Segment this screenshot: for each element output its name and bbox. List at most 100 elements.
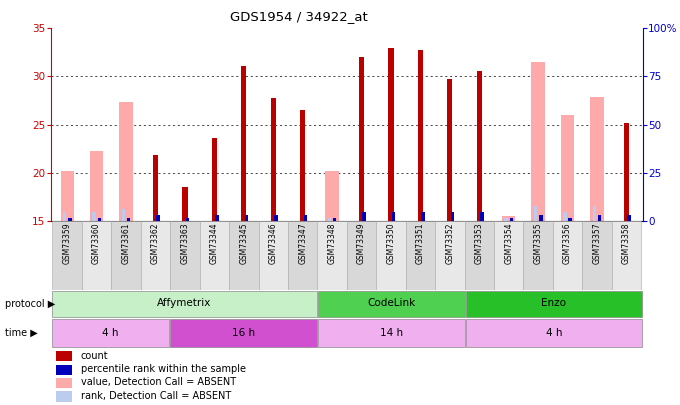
Bar — [271, 98, 276, 221]
Text: GSM73360: GSM73360 — [92, 223, 101, 264]
Bar — [524, 221, 553, 290]
Text: GSM73353: GSM73353 — [475, 223, 483, 264]
Text: GSM73355: GSM73355 — [534, 223, 543, 264]
Bar — [333, 218, 337, 221]
Bar — [406, 221, 435, 290]
Bar — [532, 62, 545, 221]
Bar — [112, 221, 141, 290]
Bar — [63, 212, 67, 221]
Bar — [303, 215, 307, 221]
Bar — [362, 212, 366, 221]
Bar — [61, 171, 74, 221]
Bar — [388, 47, 394, 221]
Bar — [592, 206, 596, 221]
Text: GSM73349: GSM73349 — [357, 223, 366, 264]
Text: 16 h: 16 h — [232, 328, 255, 337]
Text: GSM73344: GSM73344 — [210, 223, 219, 264]
Bar — [274, 215, 277, 221]
Text: value, Detection Call = ABSENT: value, Detection Call = ABSENT — [80, 377, 236, 387]
Text: GDS1954 / 34922_at: GDS1954 / 34922_at — [231, 10, 368, 23]
Text: GSM73362: GSM73362 — [151, 223, 160, 264]
Bar — [435, 221, 464, 290]
Bar — [122, 209, 125, 221]
Bar — [624, 123, 629, 221]
Text: GSM73351: GSM73351 — [416, 223, 425, 264]
Bar — [347, 221, 376, 290]
Bar — [120, 102, 133, 221]
Bar — [326, 171, 339, 221]
Bar — [466, 291, 642, 317]
Bar — [553, 221, 582, 290]
Bar — [582, 221, 612, 290]
Text: GSM73350: GSM73350 — [386, 223, 396, 264]
Text: GSM73358: GSM73358 — [622, 223, 631, 264]
Text: GSM73363: GSM73363 — [180, 223, 190, 264]
Text: 4 h: 4 h — [545, 328, 562, 337]
Text: GSM73352: GSM73352 — [445, 223, 454, 264]
Bar — [216, 215, 219, 221]
Bar — [300, 110, 305, 221]
Bar — [90, 151, 103, 221]
Bar — [612, 221, 641, 290]
Bar — [52, 221, 82, 290]
Bar — [182, 187, 188, 221]
Text: percentile rank within the sample: percentile rank within the sample — [80, 364, 245, 374]
Bar — [464, 221, 494, 290]
Text: Affymetrix: Affymetrix — [157, 298, 211, 308]
Bar — [598, 215, 601, 221]
Bar — [82, 221, 112, 290]
Bar — [153, 155, 158, 221]
Bar — [211, 138, 217, 221]
Bar — [418, 49, 423, 221]
Text: GSM73356: GSM73356 — [563, 223, 572, 264]
Bar — [568, 218, 572, 221]
Text: GSM73359: GSM73359 — [63, 223, 71, 264]
Bar — [52, 291, 317, 317]
Text: protocol ▶: protocol ▶ — [5, 299, 56, 309]
Bar — [590, 97, 604, 221]
Text: GSM73348: GSM73348 — [328, 223, 337, 264]
Bar — [56, 351, 72, 361]
Bar — [97, 218, 101, 221]
Bar — [534, 206, 537, 221]
Text: 14 h: 14 h — [379, 328, 403, 337]
Bar — [170, 320, 317, 347]
Bar — [258, 221, 288, 290]
Text: count: count — [80, 350, 108, 360]
Text: 4 h: 4 h — [102, 328, 118, 337]
Bar — [318, 320, 464, 347]
Bar — [92, 212, 96, 221]
Text: GSM73345: GSM73345 — [239, 223, 248, 264]
Bar — [509, 218, 513, 221]
Text: Enzo: Enzo — [541, 298, 566, 308]
Text: GSM73357: GSM73357 — [592, 223, 602, 264]
Text: GSM73361: GSM73361 — [122, 223, 131, 264]
Bar — [56, 377, 72, 388]
Bar — [466, 320, 642, 347]
Bar — [359, 57, 364, 221]
Bar — [502, 216, 515, 221]
Bar — [200, 221, 229, 290]
Bar — [52, 320, 169, 347]
Text: GSM73354: GSM73354 — [504, 223, 513, 264]
Bar — [229, 221, 258, 290]
Bar — [241, 66, 246, 221]
Bar — [422, 212, 425, 221]
Bar — [563, 212, 566, 221]
Bar — [392, 212, 395, 221]
Bar — [68, 218, 71, 221]
Bar — [186, 218, 189, 221]
Text: time ▶: time ▶ — [5, 328, 38, 338]
Text: rank, Detection Call = ABSENT: rank, Detection Call = ABSENT — [80, 391, 231, 401]
Bar — [561, 115, 574, 221]
Bar — [447, 79, 452, 221]
Bar — [141, 221, 170, 290]
Bar — [245, 215, 248, 221]
Bar — [56, 364, 72, 375]
Bar — [288, 221, 318, 290]
Bar — [127, 218, 131, 221]
Bar — [477, 70, 482, 221]
Bar — [170, 221, 200, 290]
Bar — [451, 212, 454, 221]
Bar — [480, 212, 483, 221]
